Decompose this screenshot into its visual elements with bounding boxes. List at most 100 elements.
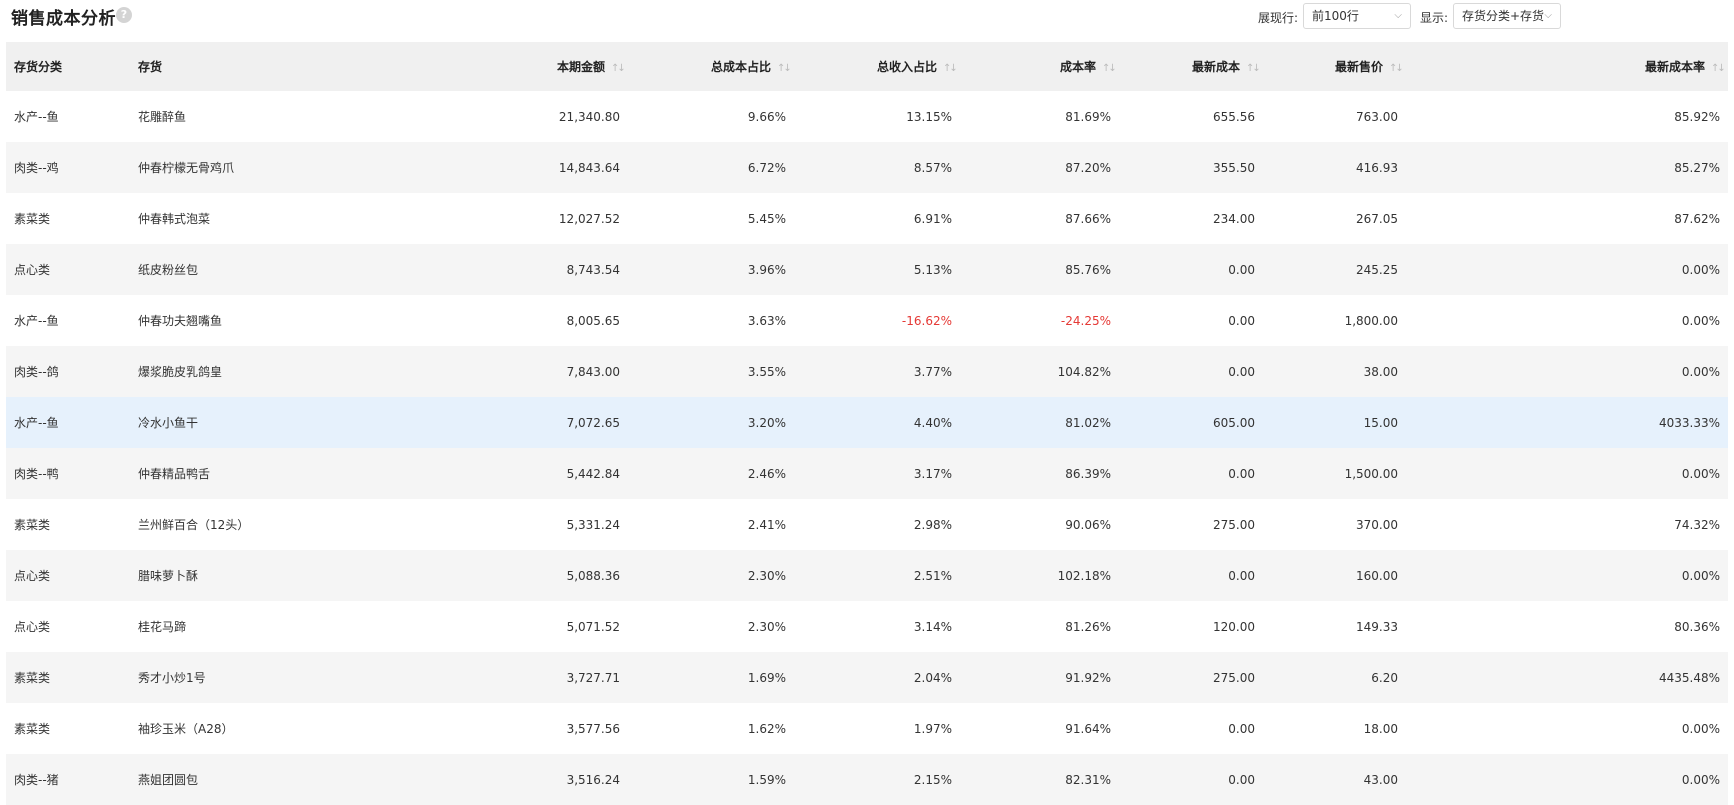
cell-category: 点心类	[14, 620, 51, 634]
display-mode-value: 存货分类+存货	[1462, 9, 1545, 23]
table-row[interactable]: 素菜类 仲春韩式泡菜 12,027.52 5.45% 6.91% 87.66% 234.00…	[6, 193, 1728, 244]
table-row[interactable]: 点心类 腊味萝卜酥 5,088.36 2.30% 2.51% 102.18% 0.00 160…	[6, 550, 1728, 601]
table-row[interactable]: 水产--鱼 仲春功夫翘嘴鱼 8,005.65 3.63% -16.62% -24.25% 0…	[6, 295, 1728, 346]
cell-item: 纸皮粉丝包	[138, 263, 199, 277]
table-row[interactable]: 点心类 纸皮粉丝包 8,743.54 3.96% 5.13% 85.76% 0.00 245.…	[6, 244, 1728, 295]
sort-icon[interactable]: ↑↓	[1246, 63, 1261, 74]
cell-item: 仲春柠檬无骨鸡爪	[138, 161, 235, 175]
cell-cost-share: 5.45%	[747, 211, 786, 226]
cell-latest-price: 15.00	[1363, 415, 1398, 430]
cell-cost-rate: 91.92%	[1065, 670, 1111, 685]
page-title: 销售成本分析	[11, 9, 116, 29]
cell-latest-price: 267.05	[1356, 211, 1398, 226]
column-header-revenue-share[interactable]: 总收入占比 ↑↓	[876, 60, 958, 74]
cell-latest-cost: 0.00	[1228, 772, 1255, 787]
cell-revenue-share: 13.15%	[906, 109, 952, 124]
cell-cost-share: 1.59%	[747, 772, 786, 787]
cell-amount: 3,577.56	[566, 721, 620, 736]
column-header-latest-cost[interactable]: 最新成本 ↑↓	[1191, 60, 1261, 74]
sort-icon[interactable]: ↑↓	[943, 63, 958, 74]
column-header-cost-rate[interactable]: 成本率 ↑↓	[1059, 60, 1117, 74]
cell-category: 肉类--鸽	[14, 365, 59, 379]
column-header-amount[interactable]: 本期金额 ↑↓	[556, 60, 626, 74]
cell-latest-price: 1,800.00	[1344, 313, 1398, 328]
display-mode-select[interactable]: 存货分类+存货 ⌵	[1453, 3, 1561, 29]
cell-revenue-share: -16.62%	[901, 313, 952, 328]
column-header-latest-cost-rate[interactable]: 最新成本率 ↑↓	[1644, 60, 1726, 74]
cell-revenue-share: 3.77%	[913, 364, 952, 379]
cell-revenue-share: 2.98%	[913, 517, 952, 532]
cell-cost-rate: 82.31%	[1065, 772, 1111, 787]
cell-latest-cost-rate: 0.00%	[1681, 568, 1720, 583]
cell-latest-cost-rate: 0.00%	[1681, 313, 1720, 328]
cell-cost-share: 6.72%	[747, 160, 786, 175]
table-row[interactable]: 肉类--鸽 爆浆脆皮乳鸽皇 7,843.00 3.55% 3.77% 104.82% 0.0…	[6, 346, 1728, 397]
cell-cost-rate: 87.20%	[1065, 160, 1111, 175]
cell-revenue-share: 8.57%	[913, 160, 952, 175]
cell-latest-cost: 120.00	[1213, 619, 1255, 634]
cell-cost-share: 3.20%	[747, 415, 786, 430]
sort-icon[interactable]: ↑↓	[1102, 63, 1117, 74]
table-row[interactable]: 水产--鱼 冷水小鱼干 7,072.65 3.20% 4.40% 81.02% 605.00…	[6, 397, 1728, 448]
table-row[interactable]: 素菜类 袖珍玉米（A28） 3,577.56 1.62% 1.97% 91.64% 0.00…	[6, 703, 1728, 754]
chevron-down-icon: ⌵	[1394, 10, 1402, 21]
cell-cost-share: 2.46%	[747, 466, 786, 481]
table-row[interactable]: 点心类 桂花马蹄 5,071.52 2.30% 3.14% 81.26% 120.00 149…	[6, 601, 1728, 652]
cell-item: 兰州鲜百合（12头）	[138, 518, 250, 532]
cell-item: 燕姐团圆包	[138, 773, 199, 787]
cell-cost-share: 1.69%	[747, 670, 786, 685]
cell-revenue-share: 2.04%	[913, 670, 952, 685]
cell-cost-rate: 90.06%	[1065, 517, 1111, 532]
cell-revenue-share: 6.91%	[913, 211, 952, 226]
cell-item: 仲春韩式泡菜	[138, 212, 211, 226]
cell-latest-cost-rate: 87.62%	[1674, 211, 1720, 226]
cell-amount: 21,340.80	[558, 109, 620, 124]
cell-cost-rate: -24.25%	[1060, 313, 1111, 328]
cell-latest-cost-rate: 80.36%	[1674, 619, 1720, 634]
cell-latest-cost-rate: 4033.33%	[1658, 415, 1720, 430]
cell-latest-cost: 0.00	[1228, 568, 1255, 583]
cell-latest-cost-rate: 85.27%	[1674, 160, 1720, 175]
cell-cost-rate: 102.18%	[1057, 568, 1111, 583]
column-header-latest-price[interactable]: 最新售价 ↑↓	[1334, 60, 1404, 74]
sort-icon[interactable]: ↑↓	[777, 63, 792, 74]
cell-category: 肉类--鸭	[14, 467, 59, 481]
cell-cost-share: 3.96%	[747, 262, 786, 277]
sort-icon[interactable]: ↑↓	[1711, 63, 1726, 74]
table-row[interactable]: 肉类--鸡 仲春柠檬无骨鸡爪 14,843.64 6.72% 8.57% 87.20% 35…	[6, 142, 1728, 193]
cell-revenue-share: 5.13%	[913, 262, 952, 277]
question-circle-icon[interactable]: ?	[116, 7, 132, 23]
table-row[interactable]: 水产--鱼 花雕醉鱼 21,340.80 9.66% 13.15% 81.69% 655.5…	[6, 91, 1728, 142]
column-header-cost-share[interactable]: 总成本占比 ↑↓	[710, 60, 792, 74]
cell-latest-cost: 605.00	[1213, 415, 1255, 430]
cell-latest-price: 160.00	[1356, 568, 1398, 583]
cell-category: 水产--鱼	[14, 416, 59, 430]
cell-latest-price: 43.00	[1363, 772, 1398, 787]
cell-latest-price: 6.20	[1371, 670, 1398, 685]
cell-latest-cost: 0.00	[1228, 466, 1255, 481]
cell-cost-share: 2.30%	[747, 568, 786, 583]
sort-icon[interactable]: ↑↓	[1389, 63, 1404, 74]
cell-item: 仲春精品鸭舌	[138, 467, 211, 481]
cell-latest-cost: 0.00	[1228, 721, 1255, 736]
cell-item: 秀才小炒1号	[138, 671, 206, 685]
cell-amount: 8,743.54	[566, 262, 620, 277]
table-row[interactable]: 肉类--猪 燕姐团圆包 3,516.24 1.59% 2.15% 82.31% 0.00 43…	[6, 754, 1728, 805]
table-header-row: 存货分类 存货 本期金额 ↑↓ 总成本占比 ↑↓ 总收入占比 ↑↓ 成本率 ↑↓ 最新成…	[6, 42, 1728, 91]
cell-latest-price: 245.25	[1356, 262, 1398, 277]
cell-latest-price: 763.00	[1356, 109, 1398, 124]
cell-latest-cost: 234.00	[1213, 211, 1255, 226]
cell-latest-cost-rate: 0.00%	[1681, 772, 1720, 787]
table-row[interactable]: 肉类--鸭 仲春精品鸭舌 5,442.84 2.46% 3.17% 86.39% 0.00 1…	[6, 448, 1728, 499]
cell-cost-rate: 81.69%	[1065, 109, 1111, 124]
table-row[interactable]: 素菜类 兰州鲜百合（12头） 5,331.24 2.41% 2.98% 90.06% 275…	[6, 499, 1728, 550]
cell-latest-cost-rate: 0.00%	[1681, 721, 1720, 736]
cell-category: 水产--鱼	[14, 110, 59, 124]
cell-revenue-share: 3.14%	[913, 619, 952, 634]
rows-limit-select[interactable]: 前100行 ⌵	[1303, 3, 1411, 29]
cell-latest-cost-rate: 74.32%	[1674, 517, 1720, 532]
table-row[interactable]: 素菜类 秀才小炒1号 3,727.71 1.69% 2.04% 91.92% 275.00 6…	[6, 652, 1728, 703]
cell-cost-share: 3.63%	[747, 313, 786, 328]
cell-latest-cost-rate: 0.00%	[1681, 466, 1720, 481]
sort-icon[interactable]: ↑↓	[611, 63, 626, 74]
